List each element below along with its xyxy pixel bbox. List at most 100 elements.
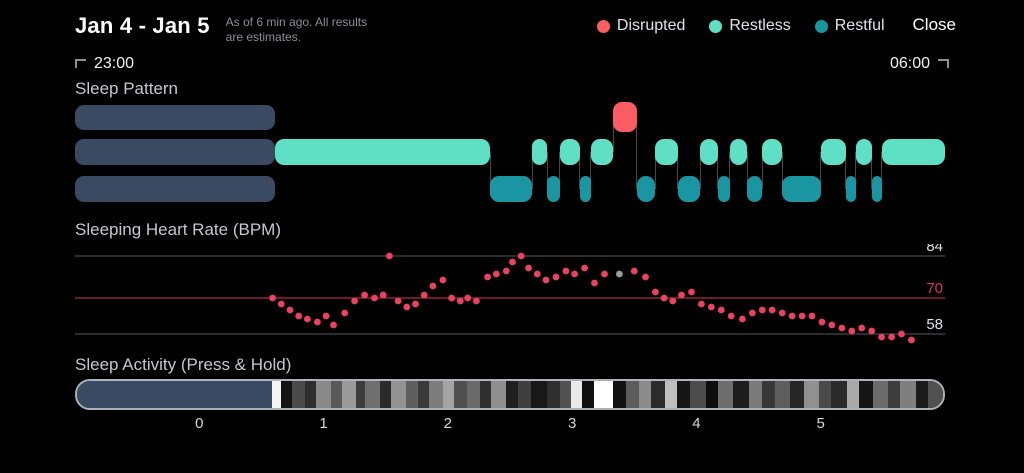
hr-point — [888, 333, 895, 341]
sleep-segment-restless — [881, 139, 945, 165]
hour-tick-label: 5 — [816, 415, 825, 432]
hr-tick-label: 84 — [926, 244, 943, 255]
hr-point — [330, 321, 337, 329]
hr-point — [898, 330, 905, 338]
legend-label-restless: Restless — [729, 17, 791, 34]
activity-segment — [900, 381, 917, 408]
end-time: 06:00 — [890, 55, 949, 73]
stage-connector — [845, 152, 847, 189]
activity-segment — [531, 381, 548, 408]
activity-segment — [846, 381, 859, 408]
sleep-activity-bar[interactable] — [75, 379, 945, 410]
presleep-bar — [75, 176, 276, 202]
hr-point — [571, 270, 578, 278]
hr-point — [749, 309, 756, 317]
hr-point-gray — [616, 270, 623, 278]
hr-point — [660, 294, 668, 302]
legend-item-disrupted: Disrupted — [596, 17, 686, 35]
hr-point — [509, 258, 516, 266]
stage-connector — [677, 152, 679, 189]
sleep-segment-restless — [729, 139, 748, 165]
hr-point — [314, 318, 321, 326]
update-note-line1: As of 6 min ago. All results — [225, 15, 368, 29]
page-title: Jan 4 - Jan 5 — [75, 13, 210, 38]
activity-segment — [272, 381, 281, 408]
activity-segment — [491, 381, 506, 408]
activity-segment — [466, 381, 481, 408]
activity-segment — [379, 381, 391, 408]
hr-point — [371, 294, 378, 302]
stage-connector — [636, 117, 638, 189]
sleep-segment-restful — [547, 176, 560, 202]
legend-label-disrupted: Disrupted — [616, 17, 686, 34]
hr-point — [798, 312, 806, 320]
hour-tick-label: 2 — [443, 415, 453, 432]
timeline-row: 23:00 06:00 — [75, 55, 949, 73]
heart-rate-chart: 84 70 58 — [75, 244, 945, 346]
stage-connector — [531, 152, 533, 189]
activity-segment — [505, 381, 518, 408]
hr-point — [361, 291, 368, 299]
hr-point — [768, 306, 776, 314]
sleep-segment-restless — [532, 139, 548, 165]
hr-point — [295, 312, 303, 320]
activity-segment — [570, 381, 582, 408]
activity-segment — [690, 381, 707, 408]
stage-connector — [746, 152, 748, 189]
activity-segment — [748, 381, 763, 408]
hr-point — [533, 270, 541, 278]
stage-connector — [559, 152, 561, 189]
activity-segment — [305, 381, 317, 408]
activity-segment — [593, 381, 614, 408]
sleep-segment-restful — [871, 176, 882, 202]
hr-point — [717, 306, 725, 314]
disrupted-dot-icon — [596, 19, 610, 33]
activity-segment — [718, 381, 734, 408]
sleep-segment-restful — [782, 176, 821, 202]
hr-point — [868, 327, 876, 335]
activity-segment — [638, 381, 652, 408]
sleep-segment-restless — [855, 139, 872, 165]
restful-dot-icon — [814, 19, 828, 33]
hr-tick-label: 70 — [926, 280, 943, 297]
start-time-label: 23:00 — [94, 55, 135, 72]
stage-connector — [612, 117, 614, 152]
corner-bracket-right-icon — [938, 59, 949, 68]
hr-point — [727, 312, 735, 320]
hr-point — [517, 252, 525, 260]
hr-point — [778, 309, 786, 317]
activity-segment — [454, 381, 467, 408]
sleep-segment-restful — [579, 176, 591, 202]
sleep-segment-restful — [845, 176, 856, 202]
stage-connector — [871, 152, 873, 189]
hr-point — [858, 324, 866, 332]
corner-bracket-left-icon — [75, 59, 86, 68]
sleep-detail-screen: Jan 4 - Jan 5 As of 6 min ago. All resul… — [75, 13, 956, 435]
activity-segment — [818, 381, 831, 408]
hr-point — [678, 291, 685, 299]
stage-connector — [654, 152, 656, 189]
hr-point — [828, 321, 836, 329]
activity-segment — [928, 381, 943, 408]
hour-axis: 0 1 2 3 4 5 — [75, 415, 945, 435]
activity-segment — [858, 381, 874, 408]
hr-point — [484, 273, 491, 281]
activity-segment — [547, 381, 560, 408]
activity-segment — [873, 381, 889, 408]
sleep-segment-restless — [559, 139, 580, 165]
hr-point — [492, 270, 500, 278]
activity-segment — [676, 381, 691, 408]
hr-point — [386, 252, 393, 260]
close-button[interactable]: Close — [912, 15, 956, 34]
hr-point — [652, 288, 659, 296]
hr-point — [412, 300, 419, 308]
activity-presleep-segment — [77, 381, 273, 408]
activity-segment — [774, 381, 791, 408]
sleep-segment-restful — [717, 176, 730, 202]
hr-point — [788, 312, 796, 320]
hr-point — [464, 294, 472, 302]
update-note-line2: are estimates. — [225, 30, 302, 44]
hr-point — [642, 273, 649, 281]
activity-segment — [342, 381, 356, 408]
hour-tick-label: 3 — [567, 415, 577, 432]
